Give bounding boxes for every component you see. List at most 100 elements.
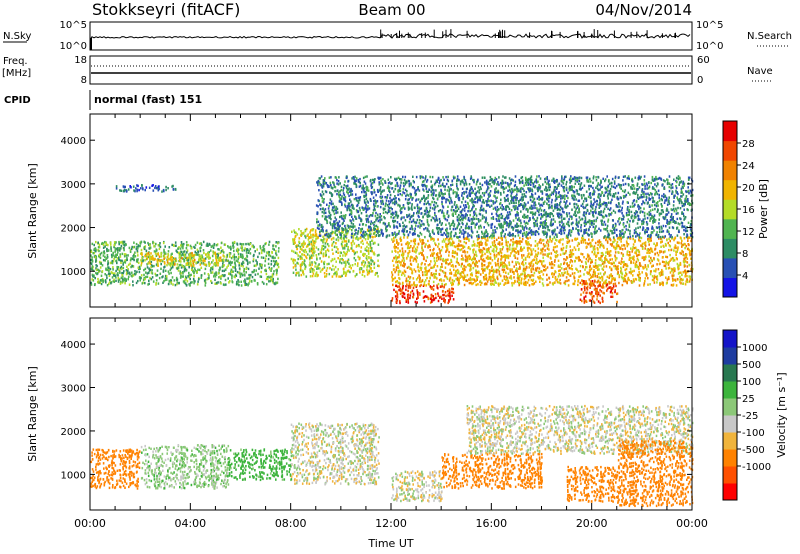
power-echo-cell-4: [617, 270, 619, 274]
power-echo-cell-0: [218, 268, 220, 272]
power-echo-cell-0: [131, 275, 133, 278]
power-echo-cell-4: [424, 263, 426, 266]
power-echo-cell-0: [276, 271, 278, 274]
power-echo-cell-5: [583, 297, 585, 301]
power-echo-cell-6: [365, 210, 367, 214]
power-echo-cell-2: [308, 254, 311, 257]
power-echo-cell-0: [200, 274, 203, 277]
power-echo-cell-0: [177, 266, 180, 269]
power-echo-cell-4: [392, 268, 395, 271]
power-echo-cell-4: [676, 250, 678, 253]
power-echo-cell-4: [565, 245, 568, 248]
power-echo-cell-4: [471, 274, 473, 277]
power-echo-cell-4: [538, 241, 540, 244]
power-echo-cell-5: [599, 281, 602, 284]
power-echo-cell-0: [117, 247, 119, 250]
power-echo-cell-3: [443, 286, 445, 289]
power-echo-cell-2: [369, 244, 372, 247]
power-echo-cell-2: [323, 237, 326, 241]
power-echo-cell-0: [248, 249, 250, 253]
power-echo-cell-2: [342, 247, 344, 250]
power-echo-cell-4: [689, 253, 691, 257]
power-echo-cell-0: [189, 274, 191, 277]
power-echo-cell-2: [352, 236, 355, 239]
power-echo-cell-2: [310, 236, 312, 239]
power-echo-cell-0: [185, 241, 188, 244]
power-echo-cell-0: [127, 254, 129, 257]
power-echo-cell-4: [554, 254, 557, 258]
power-echo-cell-2: [323, 260, 326, 264]
power-echo-cell-4: [518, 281, 520, 284]
power-echo-cell-2: [335, 270, 338, 274]
power-echo-cell-4: [596, 275, 599, 279]
power-echo-cell-4: [501, 279, 504, 282]
power-echo-cell-4: [484, 274, 487, 277]
power-echo-cell-0: [241, 274, 244, 277]
power-echo-cell-4: [423, 242, 425, 245]
power-echo-cell-4: [540, 252, 542, 255]
power-echo-cell-4: [425, 259, 427, 262]
power-echo-cell-6: [653, 203, 656, 207]
power-echo-cell-0: [185, 247, 188, 250]
power-echo-cell-1: [180, 254, 183, 257]
power-echo-cell-0: [183, 250, 186, 253]
power-echo-cell-0: [210, 279, 212, 283]
power-echo-cell-0: [93, 243, 95, 247]
power-echo-cell-2: [308, 247, 311, 251]
power-echo-cell-4: [603, 246, 605, 249]
power-echo-cell-4: [629, 267, 632, 271]
power-echo-cell-4: [675, 284, 678, 287]
power-echo-cell-0: [260, 275, 263, 278]
power-echo-cell-4: [569, 255, 572, 258]
power-echo-cell-0: [275, 262, 277, 266]
power-echo-cell-0: [211, 268, 214, 271]
power-echo-cell-4: [599, 276, 602, 280]
power-echo-cell-4: [458, 239, 460, 242]
power-echo-cell-0: [246, 248, 249, 251]
power-echo-cell-0: [234, 275, 236, 279]
power-echo-cell-4: [421, 245, 423, 248]
power-echo-cell-4: [662, 251, 665, 254]
power-echo-cell-2: [311, 245, 313, 248]
power-echo-cell-4: [523, 274, 526, 277]
power-echo-cell-4: [485, 239, 487, 242]
power-echo-cell-0: [140, 248, 143, 252]
power-echo-cell-2: [346, 231, 349, 235]
power-echo-cell-1: [181, 257, 183, 260]
power-echo-cell-2: [331, 242, 334, 245]
power-echo-cell-0: [240, 264, 242, 267]
power-echo-cell-4: [526, 242, 528, 245]
power-echo-cell-4: [666, 278, 669, 281]
power-echo-cell-0: [272, 272, 275, 276]
power-echo-cell-4: [559, 282, 562, 285]
nsearch-label: N.Search: [747, 31, 792, 42]
power-echo-cell-0: [217, 254, 219, 257]
power-echo-cell-4: [592, 265, 595, 268]
power-echo-cell-0: [273, 259, 275, 263]
power-echo-cell-4: [631, 248, 634, 251]
power-echo-cell-1: [151, 255, 154, 258]
power-echo-cell-4: [566, 240, 568, 243]
power-echo-cell-4: [688, 263, 690, 267]
power-echo-cell-0: [98, 253, 101, 257]
power-echo-cell-4: [468, 264, 471, 267]
power-echo-cell-6: [479, 219, 482, 222]
power-echo-cell-4: [570, 267, 572, 270]
power-echo-cell-4: [558, 269, 560, 273]
power-echo-cell-6: [385, 199, 388, 202]
power-echo-cell-0: [268, 243, 270, 246]
power-echo-cell-0: [217, 281, 219, 284]
power-echo-cell-4: [522, 267, 525, 271]
power-echo-cell-2: [351, 249, 354, 252]
power-echo-cell-4: [621, 271, 623, 274]
power-echo-cell-4: [679, 236, 682, 239]
power-echo-cell-0: [118, 269, 121, 273]
power-echo-cell-0: [94, 276, 96, 280]
power-echo-cell-0: [248, 282, 250, 285]
power-echo-cell-2: [299, 233, 302, 236]
power-echo-cell-2: [338, 230, 340, 234]
power-echo-cell-4: [461, 275, 464, 279]
power-echo-cell-4: [513, 276, 515, 279]
power-echo-cell-4: [554, 259, 556, 262]
power-echo-cell-4: [481, 267, 483, 271]
